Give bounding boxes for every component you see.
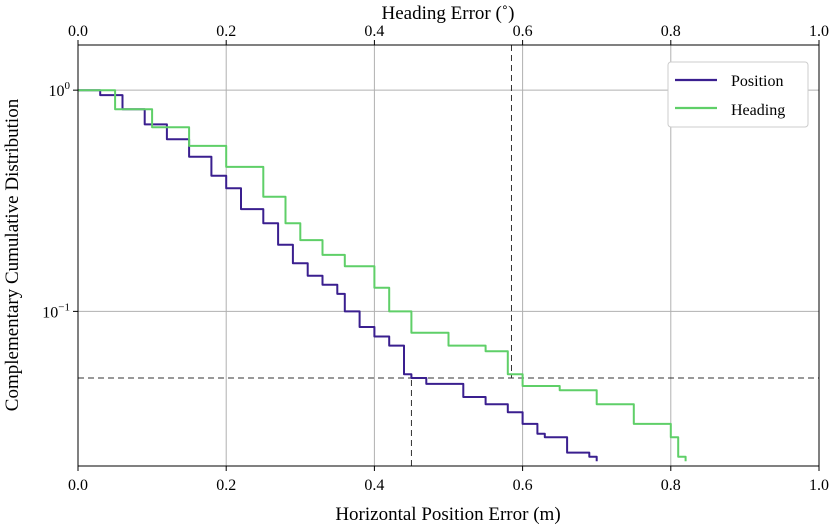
- x2-tick-label: 0.4: [364, 23, 384, 40]
- legend-box: [667, 61, 809, 128]
- x2-tick-label: 0.6: [513, 23, 533, 40]
- x2-tick-label: 0.0: [68, 23, 88, 40]
- y-tick-label: 100: [49, 80, 71, 100]
- reference-lines: [78, 45, 819, 466]
- x2-tick-label: 1.0: [809, 23, 829, 40]
- x2-tick-label: 0.2: [216, 23, 236, 40]
- x-tick-label: 0.4: [364, 477, 384, 494]
- y-tick-label: 10−1: [42, 301, 70, 321]
- series-line-position: [78, 89, 598, 462]
- legend-label-heading: Heading: [731, 102, 785, 119]
- x2-tick-label: 0.8: [661, 23, 681, 40]
- x-tick-label: 0.6: [513, 477, 533, 494]
- legend: Position Heading: [667, 61, 809, 128]
- legend-label-position: Position: [731, 73, 783, 90]
- x-tick-label: 0.2: [216, 477, 236, 494]
- x2-axis-title: Heading Error (˚): [382, 3, 515, 24]
- x-axis-ticks: 0.0 0.2 0.4 0.6 0.8 1.0: [68, 466, 829, 494]
- x-axis-title: Horizontal Position Error (m): [335, 504, 560, 525]
- x-tick-label: 0.8: [661, 477, 681, 494]
- y-axis-title: Complementary Cumulative Distribution: [2, 98, 23, 411]
- x-tick-label: 0.0: [68, 477, 88, 494]
- plot-frame: [77, 44, 820, 467]
- x-tick-label: 1.0: [809, 477, 829, 494]
- y-axis-ticks: 100 10−1: [42, 80, 78, 321]
- x2-axis-ticks: 0.0 0.2 0.4 0.6 0.8 1.0: [68, 23, 829, 45]
- series-line-heading: [78, 89, 687, 462]
- series-lines: [78, 89, 687, 462]
